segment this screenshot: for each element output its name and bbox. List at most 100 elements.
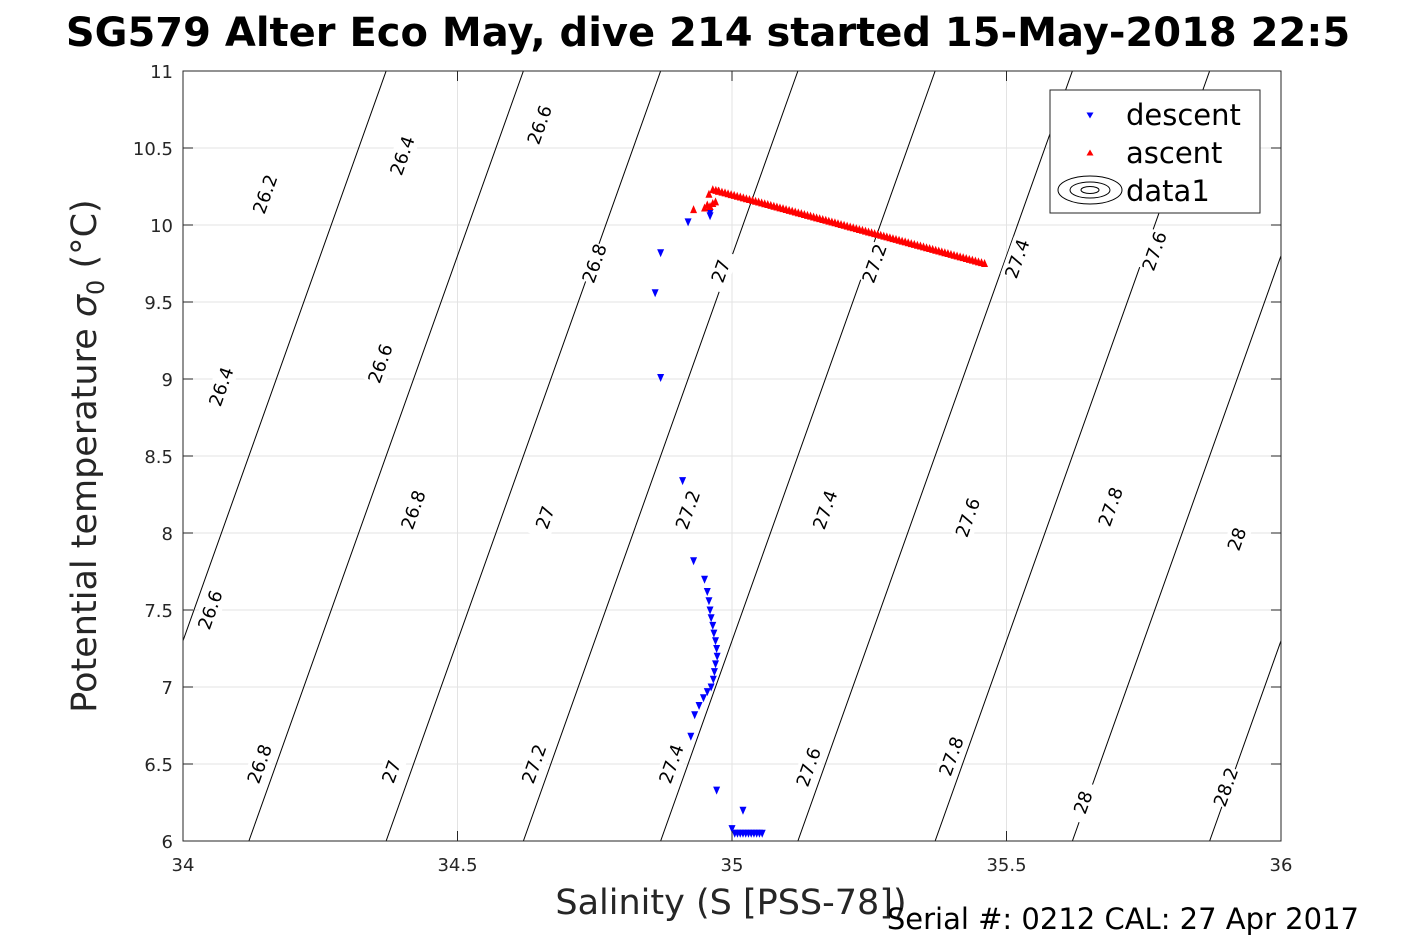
descent-point: [687, 732, 695, 741]
y-axis-label-sigma: σ: [65, 293, 105, 317]
descent-point: [728, 825, 736, 834]
legend-descent-label: descent: [1126, 98, 1241, 132]
legend-ascent-label: ascent: [1126, 136, 1222, 170]
contour-label-bg: [204, 364, 239, 410]
contour-label-bg: [385, 133, 420, 179]
grid: [182, 70, 1282, 842]
ascent-point: [705, 189, 713, 198]
descent-point: [657, 373, 665, 382]
descent-point: [703, 688, 711, 697]
y-tick-label: 11: [150, 62, 173, 83]
x-tick-label: 34.5: [437, 855, 477, 876]
density-contour-line: [183, 71, 387, 643]
contour-label-bg: [703, 248, 739, 294]
density-contour-line: [797, 71, 1073, 841]
descent-point: [710, 629, 718, 638]
descent-point: [709, 675, 717, 684]
y-tick-label: 9: [162, 370, 173, 391]
descent-point: [712, 637, 720, 646]
contour-label-bg: [791, 744, 826, 790]
descent-point: [695, 701, 703, 710]
contour-label-bg: [1093, 484, 1128, 530]
y-tick-label: 6: [162, 832, 173, 853]
descent-point: [679, 477, 687, 486]
density-contour-line: [248, 71, 524, 841]
y-tick-label: 10.5: [133, 139, 173, 160]
descent-point: [690, 557, 698, 566]
legend-ascent-marker: [1086, 149, 1094, 156]
density-contours: [183, 71, 1281, 841]
y-tick-label: 8: [162, 524, 173, 545]
x-axis-label: Salinity (S [PSS-78]): [555, 883, 906, 923]
contour-label-bg: [654, 741, 689, 787]
contour-label-bg: [1209, 764, 1244, 810]
y-axis-label-subscript: 0: [82, 280, 110, 295]
y-tick-label: 7: [162, 678, 173, 699]
contour-label-bg: [808, 487, 843, 533]
density-contour-line: [660, 71, 936, 841]
axes: 34 34.5 35 35.5 36 6 6.5 7 7.5 8 8.5 9 9.5 10 10.5 11: [133, 62, 1293, 876]
y-tick-label: 10: [150, 216, 173, 237]
contour-label-bg: [950, 495, 986, 541]
descent-point: [651, 289, 659, 298]
ascent-point: [712, 197, 720, 206]
x-tick-label: 36: [1270, 855, 1293, 876]
descent-point: [713, 652, 721, 661]
y-axis-label-unit: (°C): [65, 199, 105, 279]
descent-point: [707, 683, 715, 692]
contour-label-bg: [248, 171, 283, 217]
descent-point: [705, 597, 713, 606]
contour-label-bg: [671, 487, 706, 533]
y-tick-label: 6.5: [144, 755, 173, 776]
descent-point: [709, 621, 717, 630]
contour-label-bg: [1220, 516, 1255, 562]
y-axis-label-text: Potential temperature: [65, 317, 105, 713]
descent-point: [710, 668, 718, 677]
y-tick-label: 8.5: [144, 447, 173, 468]
descent-point: [706, 209, 714, 218]
legend-data1-label: data1: [1126, 174, 1210, 208]
contour-label-bg: [577, 240, 612, 287]
descent-point: [713, 645, 721, 653]
legend: descent ascent data1: [1049, 89, 1261, 214]
descent-point: [706, 606, 714, 615]
descent-point: [707, 614, 715, 623]
ascent-point: [981, 259, 989, 267]
contour-label-bg: [934, 733, 969, 779]
contour-label-bg: [193, 587, 228, 633]
descent-point: [739, 806, 747, 815]
descent-point: [657, 249, 665, 258]
contour-label-bg: [374, 749, 409, 795]
descent-point: [703, 588, 711, 597]
contour-label-bg: [522, 102, 557, 148]
contour-label-bg: [857, 240, 892, 287]
legend-descent-marker: [1086, 112, 1094, 119]
contour-label-bg: [1000, 236, 1035, 282]
contour-label-bg: [396, 487, 431, 533]
chart-title: SG579 Alter Eco May, dive 214 started 15…: [66, 10, 1350, 56]
descent-point: [712, 660, 720, 669]
legend-contour-icon: [1057, 175, 1123, 205]
descent-point: [699, 694, 707, 703]
descent-point: [684, 218, 692, 227]
contour-label-bg: [528, 495, 563, 541]
x-tick-label: 35.5: [986, 855, 1026, 876]
y-tick-label: 9.5: [144, 293, 173, 314]
data-series: [651, 185, 989, 838]
descent-point: [701, 575, 709, 584]
contour-label-bg: [242, 741, 277, 787]
descent-point: [691, 711, 699, 720]
contour-label-bg: [363, 341, 398, 387]
footer-serial-cal: Serial #: 0212 CAL: 27 Apr 2017: [887, 902, 1359, 936]
density-contour-line: [1071, 254, 1281, 841]
x-tick-label: 35: [721, 855, 744, 876]
y-tick-label: 7.5: [144, 601, 173, 622]
y-axis-label: Potential temperature σ0 (°C): [65, 199, 110, 712]
ascent-point: [690, 205, 698, 214]
contour-label-bg: [1066, 779, 1101, 826]
ascent-point: [714, 186, 722, 195]
density-contour-line: [385, 71, 662, 841]
x-tick-label: 34: [172, 855, 195, 876]
density-contour-line: [1209, 639, 1281, 841]
